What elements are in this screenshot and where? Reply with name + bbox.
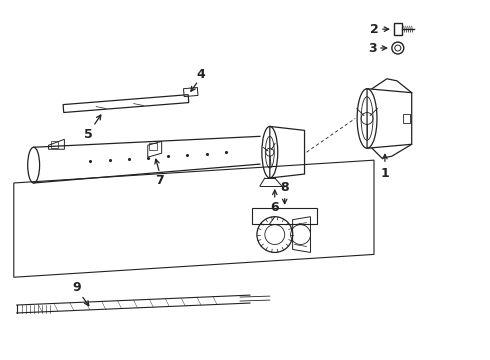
Bar (403, 113, 410, 123)
Text: 8: 8 (280, 181, 289, 194)
Text: 1: 1 (381, 167, 389, 180)
Text: 6: 6 (270, 201, 279, 214)
Text: 9: 9 (72, 281, 81, 294)
Text: 3: 3 (368, 41, 376, 54)
Bar (252, 208, 318, 224)
Bar (50, 141, 58, 148)
Text: 2: 2 (369, 23, 378, 36)
Bar (394, 23, 402, 35)
Text: 4: 4 (196, 68, 205, 81)
Bar (183, 87, 198, 96)
Text: 5: 5 (84, 128, 93, 141)
Text: 7: 7 (155, 175, 164, 188)
Bar (149, 143, 157, 150)
